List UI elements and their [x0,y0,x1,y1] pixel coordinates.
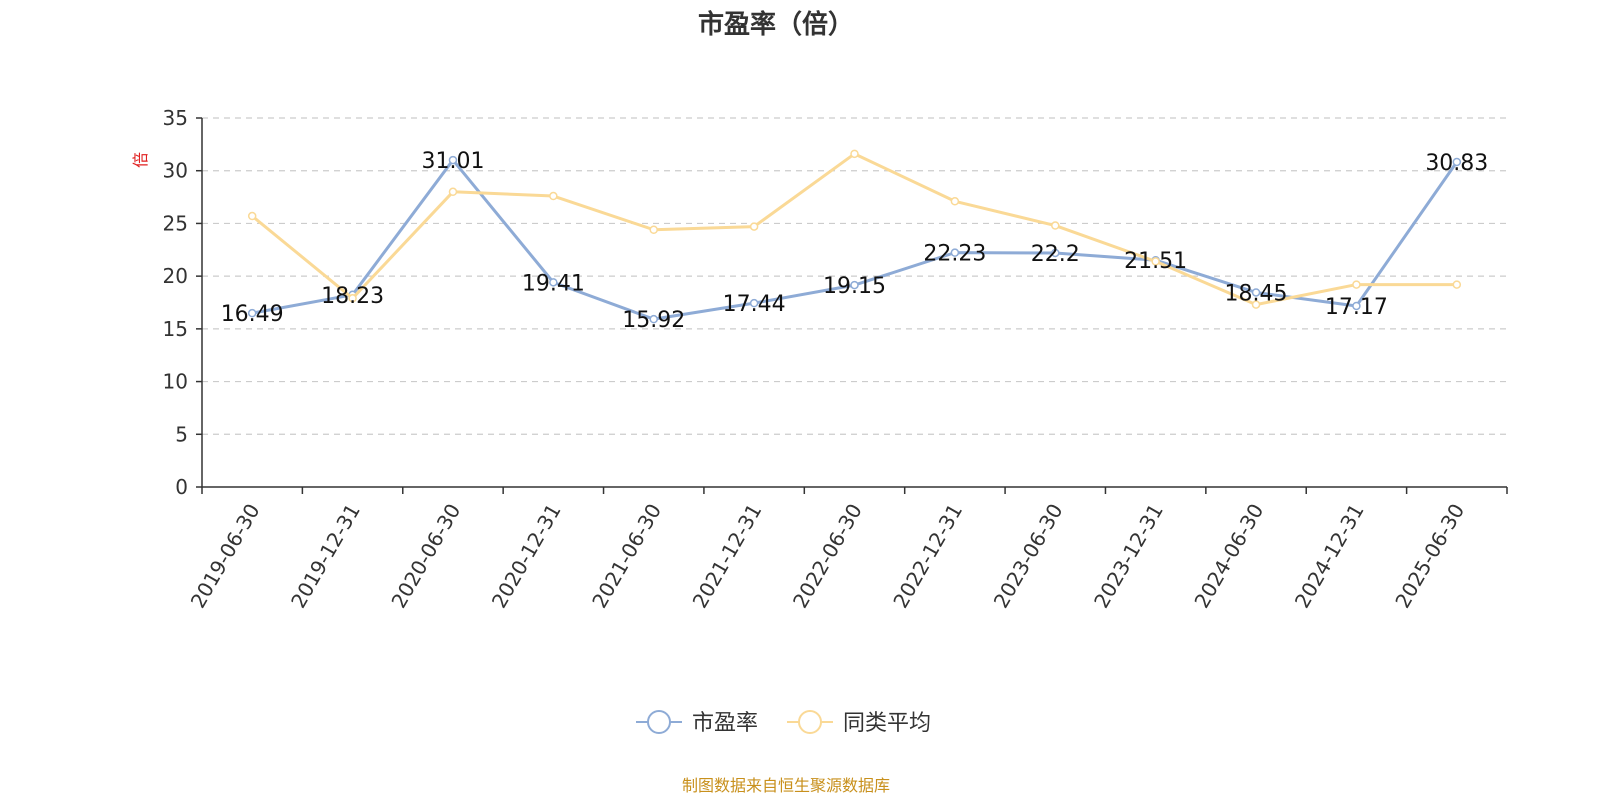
legend-swatch-marker [798,710,822,734]
data-label: 19.15 [823,274,886,299]
legend-item-2[interactable]: 同类平均 [787,710,931,736]
series-lines [247,149,1462,324]
legend-label: 市盈率 [692,711,758,736]
data-point [850,280,859,290]
data-point [1452,280,1462,289]
legend-swatch-marker [647,710,671,734]
data-point [1452,157,1462,167]
y-tick-label: 0 [175,475,188,499]
data-point [649,314,658,324]
data-point [1352,301,1361,311]
x-tick-label: 2023-06-30 [989,500,1068,613]
data-point [749,222,759,231]
data-point [950,197,960,206]
data-label: 31.01 [421,149,484,174]
data-label: 16.49 [221,302,284,327]
y-tick-label: 30 [163,159,188,183]
data-point [1251,288,1261,297]
data-label: 30.83 [1425,151,1488,176]
data-label: 19.41 [522,271,585,296]
grid-lines [202,117,1507,435]
data-point [1251,300,1261,309]
y-tick-label: 20 [163,264,188,288]
x-tick-label: 2024-06-30 [1189,500,1268,613]
x-tick-label: 2019-06-30 [186,500,265,613]
legend-item-1[interactable]: 市盈率 [636,710,758,736]
x-tick-label: 2021-06-30 [587,500,666,613]
data-point [749,298,759,308]
data-point [950,248,960,257]
data-point [549,278,558,287]
data-point [448,155,458,165]
footer-source: 制图数据来自恒生聚源数据库 [682,776,890,795]
x-tick-label: 2019-12-31 [286,500,365,613]
data-label: 15.92 [622,308,685,333]
data-point [247,211,257,221]
chart-title: 市盈率（倍） [698,9,854,40]
y-tick-label: 15 [163,317,188,341]
data-label: 18.23 [321,284,384,309]
data-label: 17.44 [723,292,786,317]
data-label: 22.23 [923,242,986,267]
data-labels: 16.4918.2331.0119.4115.9217.4419.1522.23… [221,149,1489,333]
y-axis-label: 倍 [131,152,150,168]
x-tick-label: 2022-12-31 [888,500,967,613]
legend[interactable]: 市盈率 同类平均 [636,710,931,736]
data-label: 18.45 [1225,281,1288,306]
data-point [1352,280,1361,289]
x-tick-label: 2020-12-31 [487,500,566,613]
data-point [247,308,257,318]
data-label: 17.17 [1325,295,1388,320]
y-tick-label: 25 [163,211,188,235]
data-point [549,191,558,201]
x-axis: 2019-06-30 2019-12-31 2020-06-30 2020-12-31… [186,486,1508,613]
data-point [348,294,357,303]
x-tick-label: 2020-06-30 [386,500,465,613]
y-tick-label: 35 [163,106,188,130]
x-tick-label: 2022-06-30 [788,500,867,613]
data-point [448,187,458,197]
data-point [1051,221,1060,230]
x-tick-label: 2023-12-31 [1089,500,1168,613]
x-tick-label: 2025-06-30 [1390,500,1469,613]
data-point [850,149,859,159]
data-point [1051,248,1060,258]
data-label: 22.2 [1031,242,1080,267]
data-point [1151,257,1160,266]
legend-label: 同类平均 [843,711,931,736]
data-point [649,225,658,235]
y-tick-label: 5 [175,422,188,446]
x-tick-label: 2021-12-31 [688,500,767,613]
y-axis: 0 5 10 15 20 25 30 35 [163,106,203,499]
data-label: 21.51 [1124,249,1187,274]
x-tick-label: 2024-12-31 [1290,500,1369,613]
y-tick-label: 10 [163,370,188,394]
